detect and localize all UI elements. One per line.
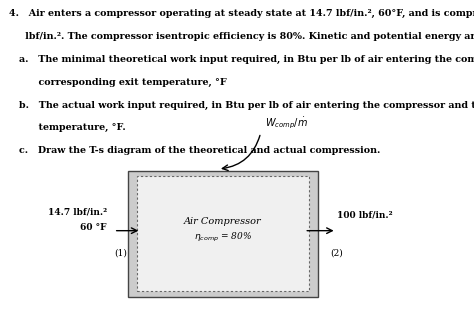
Text: temperature, °F.: temperature, °F. [19, 123, 126, 132]
Text: $W_{comp}/\dot{m}$: $W_{comp}/\dot{m}$ [265, 116, 309, 131]
Text: lbf/in.². The compressor isentropic efficiency is 80%. Kinetic and potential ene: lbf/in.². The compressor isentropic effi… [9, 32, 474, 41]
Text: (1): (1) [114, 248, 128, 257]
Text: b.   The actual work input required, in Btu per lb of air entering the compresso: b. The actual work input required, in Bt… [19, 100, 474, 110]
Text: 60 °F: 60 °F [80, 223, 107, 232]
Text: corresponding exit temperature, °F: corresponding exit temperature, °F [19, 78, 227, 87]
Text: $\eta_{comp}$ = 80%: $\eta_{comp}$ = 80% [194, 230, 252, 244]
Text: 4.   Air enters a compressor operating at steady state at 14.7 lbf/in.², 60°F, a: 4. Air enters a compressor operating at … [9, 9, 474, 19]
Text: Air Compressor: Air Compressor [184, 217, 262, 226]
Text: 100 lbf/in.²: 100 lbf/in.² [337, 210, 392, 219]
Bar [137, 176, 309, 291]
Text: (2): (2) [330, 248, 343, 257]
Text: 14.7 lbf/in.²: 14.7 lbf/in.² [47, 207, 107, 216]
Text: a.   The minimal theoretical work input required, in Btu per lb of air entering : a. The minimal theoretical work input re… [19, 55, 474, 64]
Text: c.   Draw the T-s diagram of the theoretical and actual compression.: c. Draw the T-s diagram of the theoretic… [19, 146, 380, 155]
Bar [128, 171, 318, 297]
